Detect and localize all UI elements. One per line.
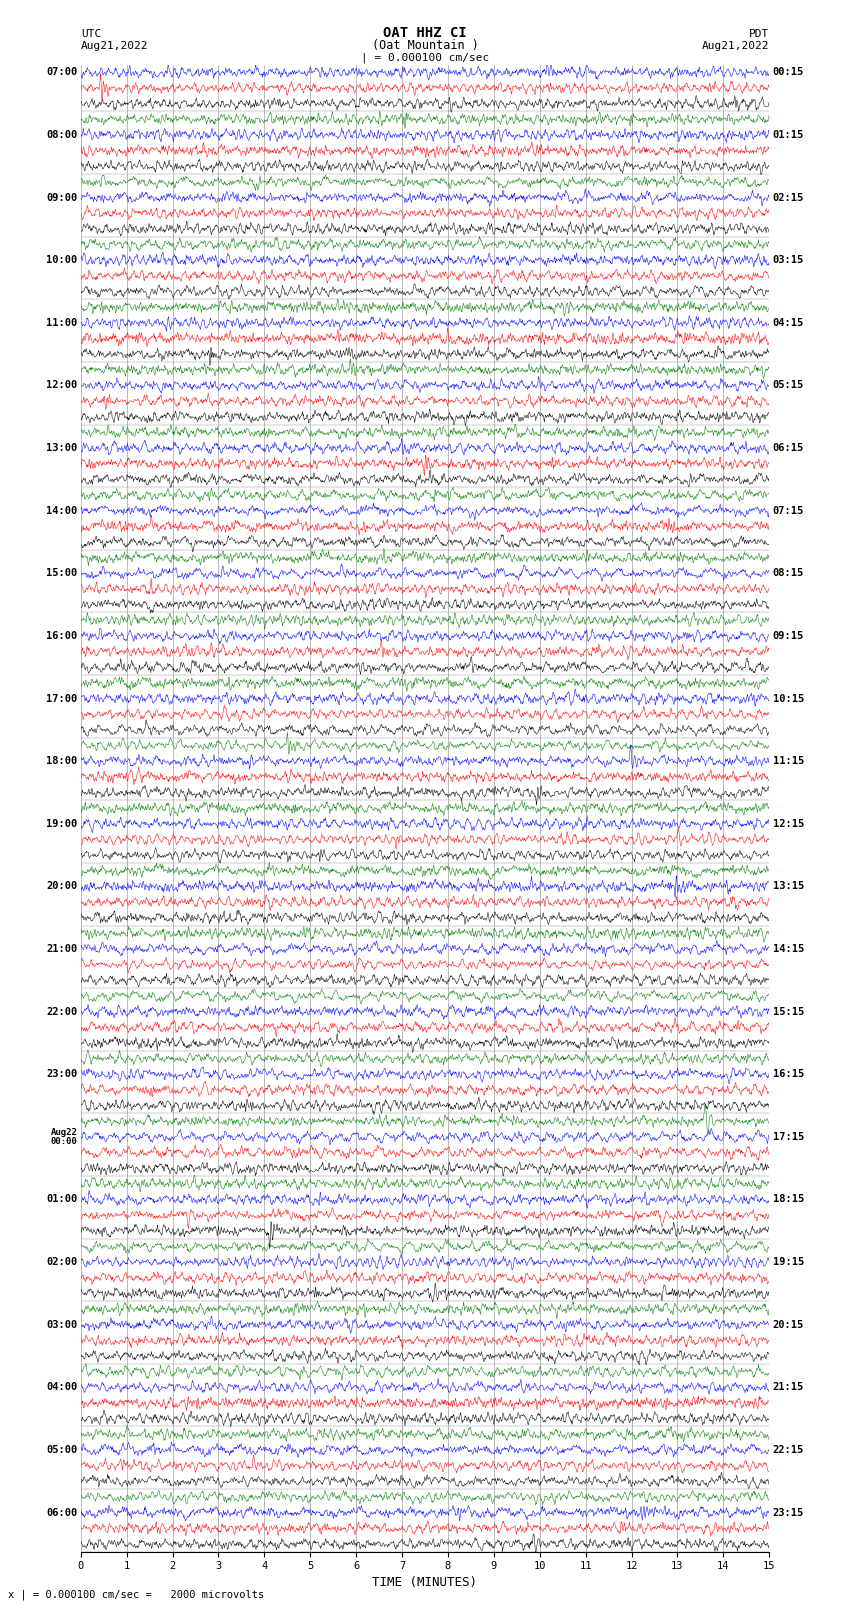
Text: 17:15: 17:15 — [773, 1132, 804, 1142]
Text: (Oat Mountain ): (Oat Mountain ) — [371, 39, 479, 52]
Text: Aug21,2022: Aug21,2022 — [702, 40, 769, 50]
Text: UTC: UTC — [81, 29, 101, 39]
Text: 02:00: 02:00 — [46, 1257, 77, 1268]
Text: 21:15: 21:15 — [773, 1382, 804, 1392]
Text: 19:00: 19:00 — [46, 819, 77, 829]
Text: 01:00: 01:00 — [46, 1195, 77, 1205]
Text: 08:15: 08:15 — [773, 568, 804, 579]
Text: Aug22
00:00: Aug22 00:00 — [50, 1127, 77, 1147]
Text: Aug21,2022: Aug21,2022 — [81, 40, 148, 50]
Text: 07:00: 07:00 — [46, 68, 77, 77]
Text: 18:00: 18:00 — [46, 756, 77, 766]
Text: 17:00: 17:00 — [46, 694, 77, 703]
Text: 03:15: 03:15 — [773, 255, 804, 265]
Text: 14:15: 14:15 — [773, 944, 804, 953]
Text: 23:00: 23:00 — [46, 1069, 77, 1079]
Text: 19:15: 19:15 — [773, 1257, 804, 1268]
Text: 10:00: 10:00 — [46, 255, 77, 265]
Text: 00:15: 00:15 — [773, 68, 804, 77]
Text: 03:00: 03:00 — [46, 1319, 77, 1329]
Text: PDT: PDT — [749, 29, 769, 39]
Text: 06:00: 06:00 — [46, 1508, 77, 1518]
Text: 01:15: 01:15 — [773, 131, 804, 140]
Text: 06:15: 06:15 — [773, 444, 804, 453]
Text: 10:15: 10:15 — [773, 694, 804, 703]
Text: 22:00: 22:00 — [46, 1007, 77, 1016]
Text: 02:15: 02:15 — [773, 192, 804, 203]
Text: 13:15: 13:15 — [773, 881, 804, 892]
Text: 16:00: 16:00 — [46, 631, 77, 640]
Text: | = 0.000100 cm/sec: | = 0.000100 cm/sec — [361, 52, 489, 63]
Text: 22:15: 22:15 — [773, 1445, 804, 1455]
Text: 12:15: 12:15 — [773, 819, 804, 829]
Text: 05:15: 05:15 — [773, 381, 804, 390]
Text: 18:15: 18:15 — [773, 1195, 804, 1205]
Text: 07:15: 07:15 — [773, 506, 804, 516]
Text: 23:15: 23:15 — [773, 1508, 804, 1518]
Text: 05:00: 05:00 — [46, 1445, 77, 1455]
Text: OAT HHZ CI: OAT HHZ CI — [383, 26, 467, 39]
Text: 15:00: 15:00 — [46, 568, 77, 579]
Text: 09:15: 09:15 — [773, 631, 804, 640]
Text: 09:00: 09:00 — [46, 192, 77, 203]
Text: 14:00: 14:00 — [46, 506, 77, 516]
Text: 04:00: 04:00 — [46, 1382, 77, 1392]
Text: 11:15: 11:15 — [773, 756, 804, 766]
Text: 20:00: 20:00 — [46, 881, 77, 892]
Text: 12:00: 12:00 — [46, 381, 77, 390]
X-axis label: TIME (MINUTES): TIME (MINUTES) — [372, 1576, 478, 1589]
Text: 13:00: 13:00 — [46, 444, 77, 453]
Text: 21:00: 21:00 — [46, 944, 77, 953]
Text: 16:15: 16:15 — [773, 1069, 804, 1079]
Text: 08:00: 08:00 — [46, 131, 77, 140]
Text: x | = 0.000100 cm/sec =   2000 microvolts: x | = 0.000100 cm/sec = 2000 microvolts — [8, 1589, 264, 1600]
Text: 11:00: 11:00 — [46, 318, 77, 327]
Text: 04:15: 04:15 — [773, 318, 804, 327]
Text: 20:15: 20:15 — [773, 1319, 804, 1329]
Text: 15:15: 15:15 — [773, 1007, 804, 1016]
